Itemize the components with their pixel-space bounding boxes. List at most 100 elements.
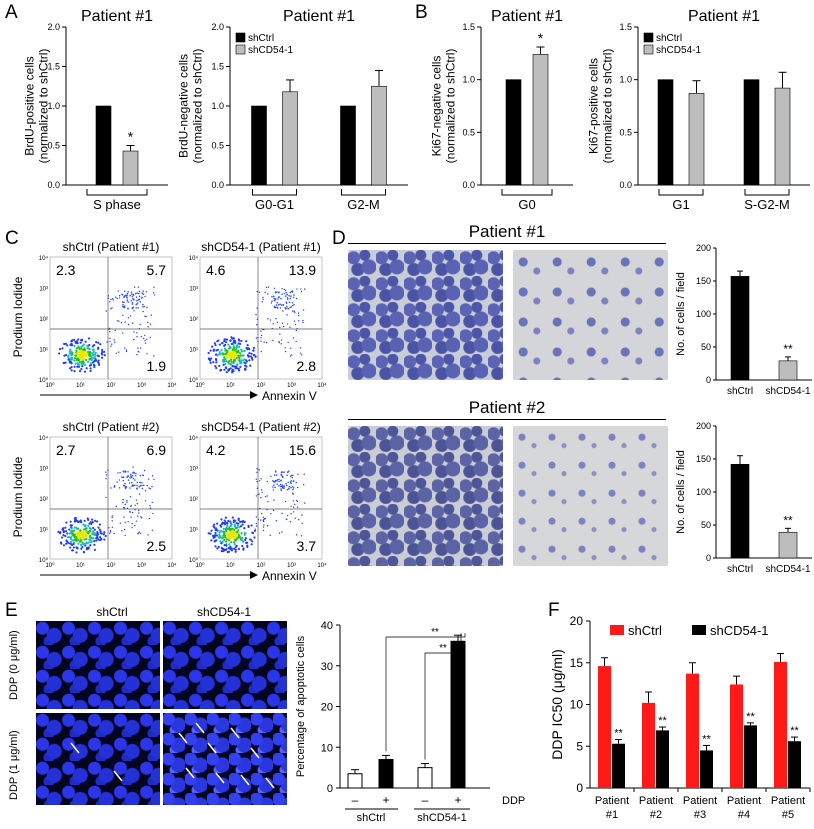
flow-dot: [233, 524, 237, 528]
flow-dot: [126, 294, 128, 297]
y-tick-label: 10⁴: [189, 255, 199, 262]
flow-dot: [235, 530, 238, 534]
flow-dot: [215, 366, 218, 370]
flow-dot: [227, 360, 230, 364]
flow-dot: [78, 532, 81, 535]
flow-dot: [215, 358, 218, 362]
flow-dot: [212, 525, 215, 528]
flow-dot: [138, 512, 140, 514]
flow-dot: [240, 361, 243, 364]
y-tick-label: 2.0: [47, 22, 60, 32]
flow-dot: [113, 486, 116, 488]
flow-dot: [232, 337, 235, 340]
flow-dot: [284, 308, 287, 310]
flow-dot: [90, 355, 93, 358]
flow-dot: [140, 516, 142, 518]
chart-d2: 0 50 100 150 200 No. of cells / field shCtrl sh…: [675, 421, 812, 575]
category-label: G0: [518, 197, 535, 212]
flow-dot: [134, 509, 136, 511]
flow-dot: [144, 334, 146, 337]
flow-dot: [237, 529, 240, 532]
flow-dot: [302, 321, 304, 324]
flow-dot: [118, 294, 121, 297]
flow-dot: [239, 354, 242, 357]
flow-dot: [231, 369, 234, 373]
flow-dot: [219, 369, 222, 372]
flow-dot: [287, 481, 289, 484]
flow-dot: [105, 478, 107, 480]
flow-dot: [119, 522, 122, 524]
flow-dot: [235, 344, 238, 347]
arrow-icon: [250, 747, 260, 759]
panel-label-c: C: [5, 228, 19, 249]
y-tick-label: 150: [696, 454, 711, 464]
flow-dot: [225, 360, 228, 363]
flow-dot: [216, 348, 219, 351]
flow-dot: [139, 347, 142, 349]
ddp-label: DDP: [502, 795, 525, 807]
chart-title: Patient #1: [81, 8, 153, 25]
flow-dot: [126, 299, 129, 302]
significance-mark: **: [783, 342, 793, 356]
y-tick-label: 0: [576, 781, 583, 795]
flow-dot: [291, 354, 293, 356]
y-tick-label: 1.0: [47, 101, 60, 111]
bar-0: [347, 773, 363, 789]
category-label: Patient: [683, 795, 717, 807]
apoptosis-arrows: [70, 722, 275, 789]
flow-dot: [141, 296, 143, 299]
flow-dot: [244, 538, 247, 542]
bar-shCD54-1: [700, 750, 713, 788]
flow-dot: [78, 360, 82, 364]
flow-dot: [237, 354, 240, 357]
flow-dot: [302, 309, 305, 311]
flow-dot: [230, 523, 233, 526]
flow-dot: [150, 314, 152, 316]
flow-dot: [243, 533, 246, 537]
flow-dot: [231, 365, 234, 368]
flow-dot: [77, 359, 81, 362]
flow-dot: [127, 301, 130, 303]
flow-dot: [122, 332, 124, 334]
flow-dot: [93, 344, 96, 347]
chart-a1: Patient #1 0.0 0.5 1.0 1.5 2.0 BrdU-positive c…: [23, 8, 168, 212]
flow-dot: [129, 495, 132, 498]
flow-dot: [215, 527, 218, 530]
y-axis-label-line: (normalized to shCtrl): [190, 49, 204, 164]
x-tick-label: 10²: [107, 383, 116, 389]
flow-dot: [262, 526, 265, 528]
flow-dot: [89, 544, 92, 547]
y-tick-label: 1.5: [462, 22, 475, 32]
flow-dot: [98, 528, 102, 531]
flow-dot: [216, 547, 219, 550]
flow-dot: [291, 291, 294, 293]
transwell-image-shcd54-p1: [513, 250, 668, 380]
flow-dot: [145, 315, 147, 318]
flow-dot: [250, 524, 253, 527]
flow-dot: [294, 311, 296, 314]
flow-dot: [88, 347, 91, 350]
flow-dot: [207, 351, 210, 355]
flow-dot: [222, 550, 225, 553]
flow-dot: [127, 479, 130, 481]
flow-dot: [272, 486, 274, 488]
y-axis-label: Percentage of apoptotic cells: [295, 635, 307, 777]
flow-dot: [132, 472, 134, 474]
chart-b1: Patient #1 0.0 0.5 1.0 1.5 Ki67-negative cell…: [430, 8, 573, 212]
flow-dot: [122, 314, 124, 316]
flow-dot: [70, 365, 73, 369]
flow-dot: [233, 352, 236, 355]
flow-dot: [253, 536, 256, 539]
flow-dot: [240, 350, 244, 353]
flow-dot: [131, 485, 133, 487]
flow-dot: [229, 346, 232, 349]
flow-dot: [228, 531, 231, 535]
flow-dot: [249, 355, 253, 358]
flow-dot: [124, 294, 126, 297]
x-axis-label: Annexin V: [262, 389, 317, 403]
flow-dot: [138, 351, 140, 353]
y-axis-label-line: (normalized to shCtrl): [600, 49, 614, 164]
flow-dot: [153, 286, 155, 289]
flow-dot: [262, 298, 264, 300]
flow-dot: [237, 547, 241, 551]
